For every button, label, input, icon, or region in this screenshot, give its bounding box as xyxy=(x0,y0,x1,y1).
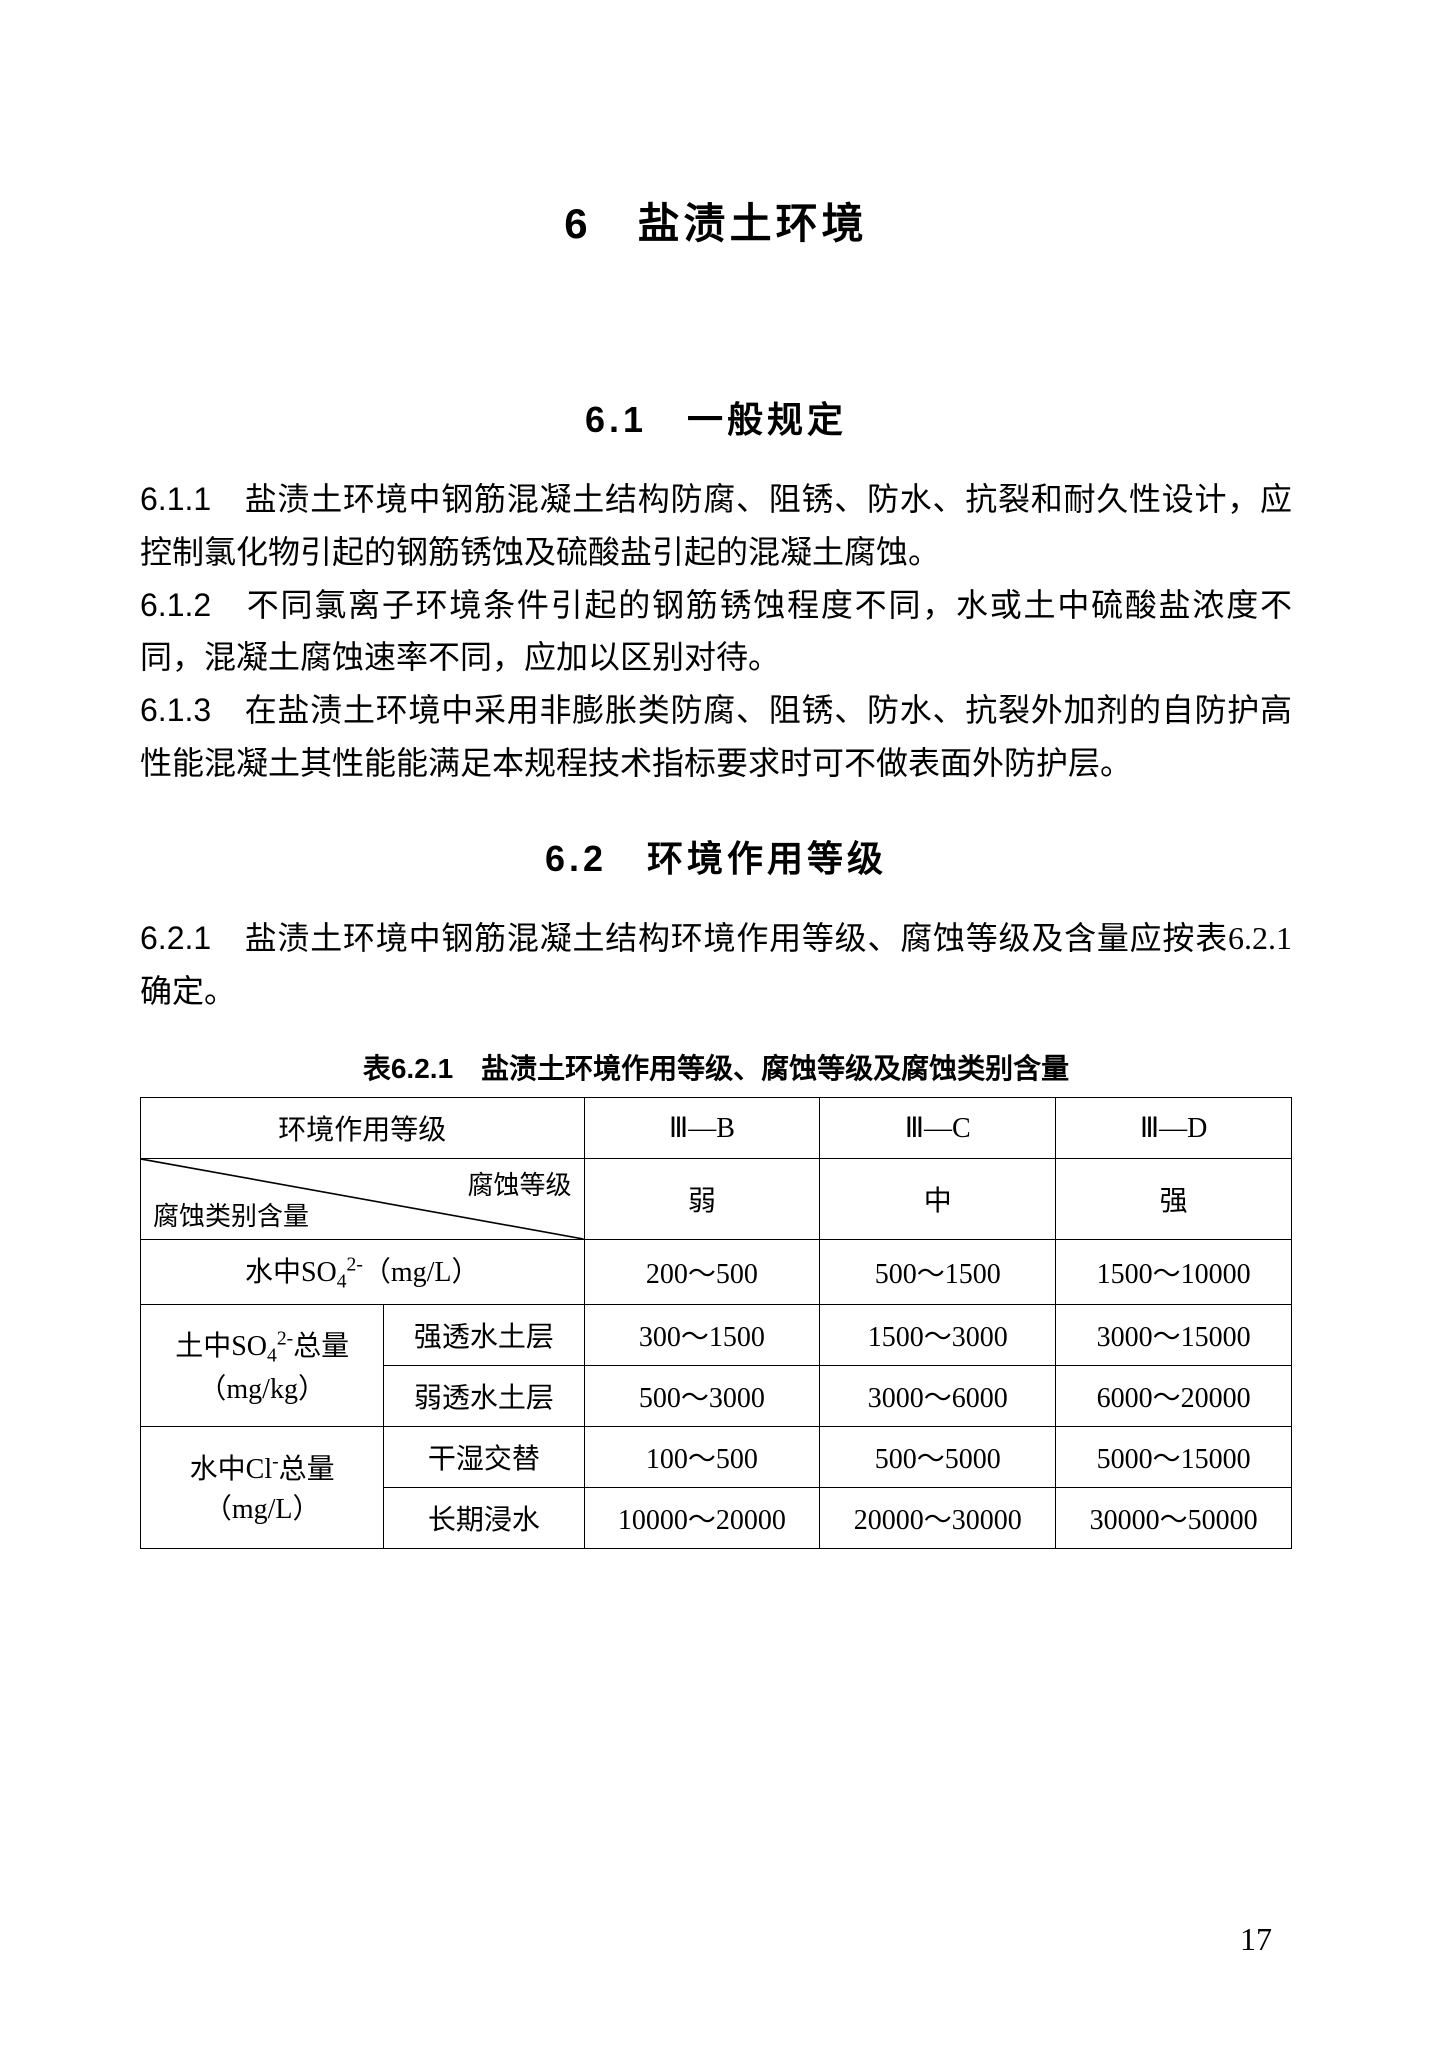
col-grade: Ⅲ—C xyxy=(820,1098,1056,1159)
clause-text: 盐渍土环境中钢筋混凝土结构防腐、阻锈、防水、抗裂和耐久性设计，应控制氯化物引起的… xyxy=(140,481,1292,570)
table-6-2-1: 环境作用等级 Ⅲ—B Ⅲ—C Ⅲ—D 腐蚀等级 腐蚀类别含量 弱 中 强 水中S… xyxy=(140,1097,1292,1549)
cell: 10000～20000 xyxy=(584,1487,820,1548)
section-title-6-1: 6.1 一般规定 xyxy=(140,391,1292,443)
cell: 500～5000 xyxy=(820,1426,1056,1487)
clause-number: 6.2.1 xyxy=(140,920,211,956)
cell: 1500～3000 xyxy=(820,1304,1056,1365)
section-title-6-2: 6.2 环境作用等级 xyxy=(140,830,1292,882)
chapter-number: 6 xyxy=(564,200,591,247)
col-grade: Ⅲ—D xyxy=(1056,1098,1292,1159)
cell: 30000～50000 xyxy=(1056,1487,1292,1548)
diag-bottom-label: 腐蚀类别含量 xyxy=(153,1196,309,1233)
diag-top-label: 腐蚀等级 xyxy=(467,1165,571,1202)
cell: 500～1500 xyxy=(820,1240,1056,1305)
cell: 20000～30000 xyxy=(820,1487,1056,1548)
table-row: 水中SO42-（mg/L） 200～500 500～1500 1500～1000… xyxy=(141,1240,1292,1305)
sub-row-label: 强透水土层 xyxy=(384,1304,584,1365)
row-label: 水中Cl-总量（mg/L） xyxy=(141,1426,384,1548)
table-row: 土中SO42-总量（mg/kg） 强透水土层 300～1500 1500～300… xyxy=(141,1304,1292,1365)
cell: 5000～15000 xyxy=(1056,1426,1292,1487)
sub-row-label: 干湿交替 xyxy=(384,1426,584,1487)
cell: 500～3000 xyxy=(584,1365,820,1426)
table-row-diag: 腐蚀等级 腐蚀类别含量 弱 中 强 xyxy=(141,1159,1292,1240)
cell: 3000～6000 xyxy=(820,1365,1056,1426)
chapter-title: 6 盐渍土环境 xyxy=(140,190,1292,251)
chapter-title-text: 盐渍土环境 xyxy=(638,200,868,247)
clause-number: 6.1.1 xyxy=(140,481,211,517)
row-label: 土中SO42-总量（mg/kg） xyxy=(141,1304,384,1426)
clause-6-1-3: 6.1.3 在盐渍土环境中采用非膨胀类防腐、阻锈、防水、抗裂外加剂的自防护高性能… xyxy=(140,684,1292,790)
col-grade: Ⅲ—B xyxy=(584,1098,820,1159)
sub-row-label: 长期浸水 xyxy=(384,1487,584,1548)
table-row: 水中Cl-总量（mg/L） 干湿交替 100～500 500～5000 5000… xyxy=(141,1426,1292,1487)
page-number: 17 xyxy=(1240,1921,1272,1958)
table-row-header: 环境作用等级 Ⅲ—B Ⅲ—C Ⅲ—D xyxy=(141,1098,1292,1159)
cell: 6000～20000 xyxy=(1056,1365,1292,1426)
corrosion-level: 弱 xyxy=(584,1159,820,1240)
clause-text: 在盐渍土环境中采用非膨胀类防腐、阻锈、防水、抗裂外加剂的自防护高性能混凝土其性能… xyxy=(140,692,1292,781)
cell: 3000～15000 xyxy=(1056,1304,1292,1365)
sub-row-label: 弱透水土层 xyxy=(384,1365,584,1426)
clause-number: 6.1.3 xyxy=(140,692,211,728)
cell: 1500～10000 xyxy=(1056,1240,1292,1305)
corrosion-level: 中 xyxy=(820,1159,1056,1240)
section-title-text: 环境作用等级 xyxy=(647,838,887,879)
diagonal-header: 腐蚀等级 腐蚀类别含量 xyxy=(141,1159,585,1240)
corrosion-level: 强 xyxy=(1056,1159,1292,1240)
clause-6-1-1: 6.1.1 盐渍土环境中钢筋混凝土结构防腐、阻锈、防水、抗裂和耐久性设计，应控制… xyxy=(140,473,1292,579)
section-title-text: 一般规定 xyxy=(687,399,847,440)
cell: 200～500 xyxy=(584,1240,820,1305)
clause-6-2-1: 6.2.1 盐渍土环境中钢筋混凝土结构环境作用等级、腐蚀等级及含量应按表6.2.… xyxy=(140,912,1292,1018)
clause-text: 不同氯离子环境条件引起的钢筋锈蚀程度不同，水或土中硫酸盐浓度不同，混凝土腐蚀速率… xyxy=(140,587,1292,676)
section-number: 6.2 xyxy=(545,838,607,879)
header-left: 环境作用等级 xyxy=(141,1098,585,1159)
page: 6 盐渍土环境 6.1 一般规定 6.1.1 盐渍土环境中钢筋混凝土结构防腐、阻… xyxy=(0,0,1432,2048)
clause-6-1-2: 6.1.2 不同氯离子环境条件引起的钢筋锈蚀程度不同，水或土中硫酸盐浓度不同，混… xyxy=(140,579,1292,685)
section-number: 6.1 xyxy=(585,399,647,440)
cell: 300～1500 xyxy=(584,1304,820,1365)
row-label: 水中SO42-（mg/L） xyxy=(141,1240,585,1305)
cell: 100～500 xyxy=(584,1426,820,1487)
table-caption: 表6.2.1 盐渍土环境作用等级、腐蚀等级及腐蚀类别含量 xyxy=(140,1047,1292,1087)
clause-text: 盐渍土环境中钢筋混凝土结构环境作用等级、腐蚀等级及含量应按表6.2.1确定。 xyxy=(140,920,1292,1009)
clause-number: 6.1.2 xyxy=(140,587,211,623)
